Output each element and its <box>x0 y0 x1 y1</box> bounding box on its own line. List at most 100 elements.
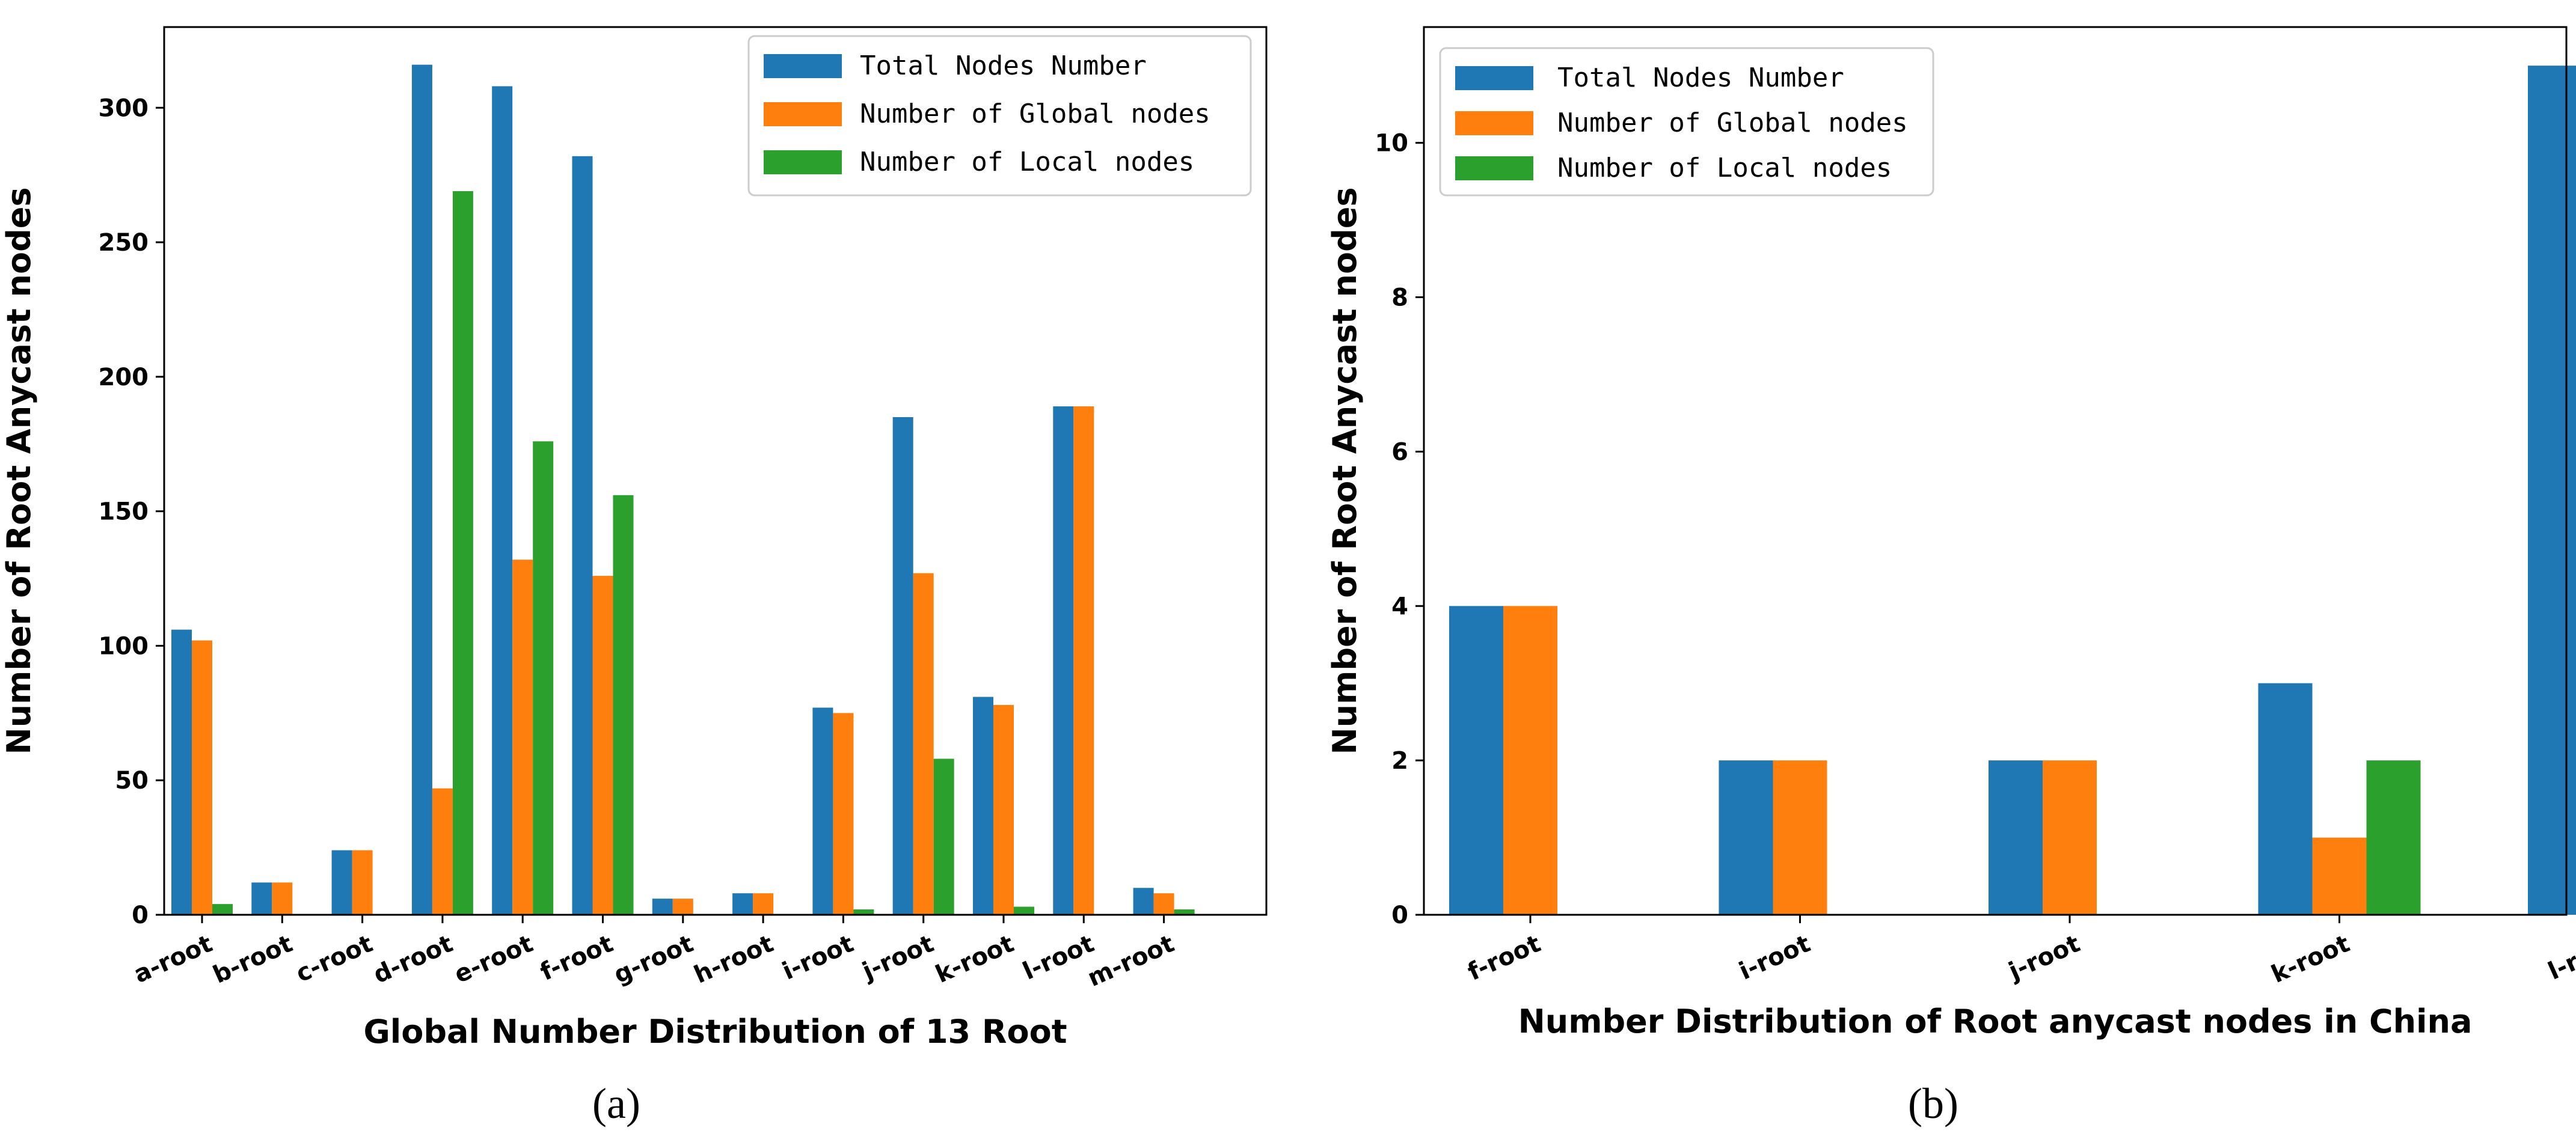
chart-b: 0 2 4 6 8 10 f-root i-root j-root k-root l-root Num… <box>1326 26 2576 1128</box>
bar-global-f-root <box>592 576 613 915</box>
x-tick-label-f-root: f-root <box>536 930 618 986</box>
y-tick-label: 0 <box>132 902 149 929</box>
bar-total-g-root <box>652 899 673 915</box>
bar-local-k-root <box>2366 760 2421 915</box>
legend-label-local: Number of Local nodes <box>860 147 1194 177</box>
bar-total-m-root <box>1133 888 1154 915</box>
x-tick-label-i-root: i-root <box>1735 930 1814 986</box>
y-tick-label: 150 <box>99 498 149 526</box>
x-tick-label-c-root: c-root <box>292 930 376 988</box>
x-tick-label-h-root: h-root <box>690 930 778 989</box>
y-axis: 0 2 4 6 8 10 <box>1375 130 1424 929</box>
y-tick-label: 2 <box>1391 747 1408 775</box>
bar-total-j-root <box>892 417 913 915</box>
x-tick-label-l-root: l-root <box>1019 930 1098 986</box>
bar-global-m-root <box>1153 893 1174 915</box>
legend-swatch-local <box>764 150 842 174</box>
bar-total-l-root <box>2528 66 2576 915</box>
y-tick-label: 300 <box>99 94 149 122</box>
x-axis-label: Number Distribution of Root anycast node… <box>1518 1003 2473 1040</box>
y-tick-label: 100 <box>99 632 149 660</box>
legend-box <box>747 35 1252 197</box>
x-tick-label-m-root: m-root <box>1084 930 1179 992</box>
bars <box>1449 66 2576 915</box>
legend: Total Nodes Number Number of Global nodes… <box>1439 47 1934 197</box>
bar-total-f-root <box>1449 606 1503 915</box>
legend-label-global: Number of Global nodes <box>860 99 1210 129</box>
bar-local-j-root <box>933 759 954 915</box>
bar-global-g-root <box>672 899 693 915</box>
bar-total-l-root <box>1053 406 1074 915</box>
legend-swatch-total <box>1455 66 1533 90</box>
chart-a: 0 50 100 150 200 250 300 a-rootb-rootc-rootd-ro… <box>0 26 1268 1128</box>
legend-swatch-global <box>1455 111 1533 135</box>
bar-total-k-root <box>2258 683 2313 915</box>
bar-local-f-root <box>613 495 634 915</box>
bar-global-c-root <box>352 850 373 915</box>
x-axis-label: Global Number Distribution of 13 Root <box>363 1013 1067 1051</box>
x-tick-label-f-root: f-root <box>1464 930 1545 986</box>
bar-total-j-root <box>1989 760 2043 915</box>
bar-global-j-root <box>913 573 934 915</box>
y-tick-label: 0 <box>1391 902 1408 929</box>
x-tick-label-b-root: b-root <box>209 930 297 989</box>
bar-total-k-root <box>973 697 993 915</box>
bar-global-e-root <box>512 560 533 915</box>
bar-total-d-root <box>411 64 432 915</box>
y-tick-label: 50 <box>115 767 149 795</box>
bar-global-f-root <box>1503 606 1557 915</box>
bar-total-a-root <box>171 629 192 915</box>
plot-frame <box>163 26 1268 916</box>
x-tick-label-l-root: l-root <box>2544 930 2576 986</box>
y-axis: 0 50 100 150 200 250 300 <box>99 94 164 929</box>
legend-swatch-total <box>764 54 842 78</box>
bars <box>171 64 1195 915</box>
bar-total-h-root <box>732 893 753 915</box>
bar-global-d-root <box>432 788 453 915</box>
plot-frame <box>1423 26 2568 916</box>
y-axis-label: Number of Root Anycast nodes <box>1326 188 1364 755</box>
y-tick-label: 8 <box>1391 284 1408 312</box>
x-tick-label-e-root: e-root <box>450 930 537 989</box>
bar-global-k-root <box>993 704 1014 915</box>
x-tick-label-j-root: j-root <box>2004 930 2084 986</box>
x-axis: a-rootb-rootc-rootd-roote-rootf-rootg-ro… <box>130 915 1179 992</box>
y-tick-label: 10 <box>1375 130 1408 157</box>
x-tick-label-j-root: j-root <box>857 930 938 986</box>
legend-label-global: Number of Global nodes <box>1557 108 1908 138</box>
legend-swatch-global <box>764 102 842 126</box>
x-tick-label-a-root: a-root <box>130 930 216 989</box>
y-tick-label: 200 <box>99 364 149 391</box>
bar-local-d-root <box>452 191 473 915</box>
legend-label-local: Number of Local nodes <box>1557 153 1892 183</box>
x-tick-label-i-root: i-root <box>778 930 857 986</box>
y-axis-label: Number of Root Anycast nodes <box>0 188 38 755</box>
bar-local-m-root <box>1174 909 1195 915</box>
bar-local-i-root <box>853 909 874 915</box>
x-tick-label-k-root: k-root <box>931 930 1018 989</box>
legend-label-total: Total Nodes Number <box>860 50 1147 81</box>
bar-local-e-root <box>533 441 554 915</box>
y-tick-label: 250 <box>99 229 149 257</box>
bar-total-c-root <box>331 850 352 915</box>
bar-global-b-root <box>272 882 293 915</box>
bar-total-e-root <box>492 86 513 915</box>
bar-global-j-root <box>2043 760 2097 915</box>
legend-box <box>1439 47 1934 197</box>
bar-global-k-root <box>2312 837 2367 915</box>
x-tick-label-g-root: g-root <box>610 930 698 989</box>
bar-total-b-root <box>251 882 272 915</box>
legend: Total Nodes Number Number of Global nodes… <box>747 35 1252 197</box>
bar-local-k-root <box>1014 906 1034 915</box>
x-axis: f-root i-root j-root k-root l-root <box>1464 915 2576 989</box>
bar-global-l-root <box>1073 406 1094 915</box>
bar-total-f-root <box>572 156 593 915</box>
bar-global-i-root <box>833 713 854 915</box>
bar-total-i-root <box>1719 760 1773 915</box>
legend-swatch-local <box>1455 156 1533 180</box>
x-tick-label-d-root: d-root <box>369 930 457 989</box>
x-tick-label-k-root: k-root <box>2268 930 2354 989</box>
legend-label-total: Total Nodes Number <box>1557 63 1844 93</box>
panel-label: (b) <box>1908 1079 1958 1128</box>
